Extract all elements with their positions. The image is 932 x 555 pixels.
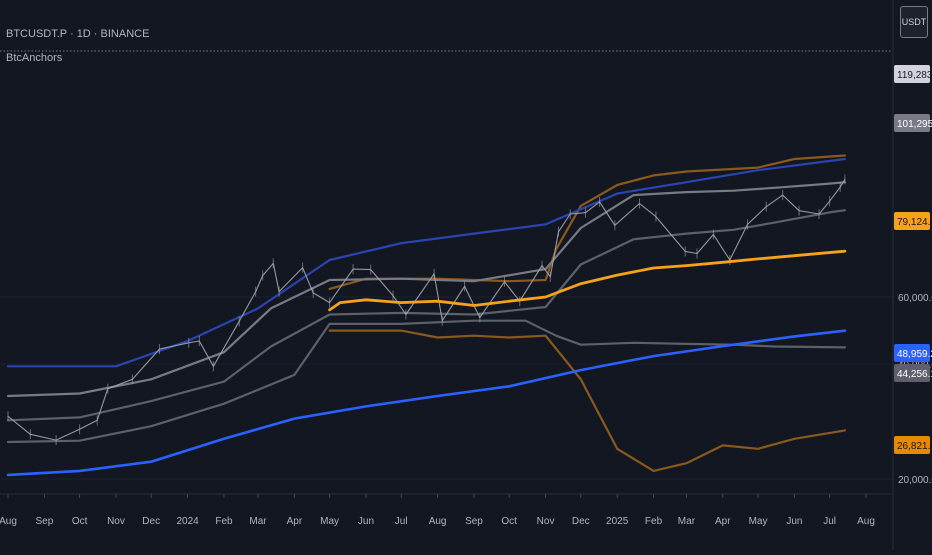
series-orange-main (328, 249, 847, 312)
x-tick-label: Jun (786, 516, 802, 527)
x-tick-label: Nov (537, 516, 555, 527)
x-tick-label: Jul (823, 516, 836, 527)
x-tick-label: Aug (429, 516, 447, 527)
x-tick-label: 2024 (176, 516, 199, 527)
price-tag-label: 26,821.9 (897, 441, 932, 452)
x-tick-label: Apr (715, 516, 731, 527)
price-tag-label: 79,124.5 (897, 217, 932, 228)
price-tag-box (894, 114, 930, 132)
x-tick-label: Dec (142, 516, 160, 527)
price-tag-label: 44,256.1 (897, 369, 932, 380)
x-tick-label: Sep (35, 516, 53, 527)
x-tick-label: Dec (572, 516, 590, 527)
series-gray-top (6, 181, 846, 398)
price-tag-box (894, 344, 930, 362)
price-tag-box (894, 436, 930, 454)
price-tag-box (894, 364, 930, 382)
x-tick-label: May (749, 516, 768, 527)
y-tick-label: 20,000.0 (898, 475, 932, 486)
price-tag-box (894, 212, 930, 230)
price-tag-label: 119,283.0 (897, 70, 932, 81)
symbol-title[interactable]: BTCUSDT.P · 1D · BINANCE (6, 28, 150, 40)
x-tick-label: Aug (857, 516, 875, 527)
price-tag-label: 48,959.2 (897, 349, 932, 360)
price-tag-box (894, 65, 930, 83)
x-tick-label: Apr (287, 516, 303, 527)
x-axis[interactable]: Aug Sep Oct Nov Dec 2024 Feb Mar Apr May Jun Jul Aug… (0, 494, 875, 527)
series-orange-lower (328, 329, 846, 472)
x-tick-label: Mar (678, 516, 696, 527)
indicator-name[interactable]: BtcAnchors (6, 52, 63, 64)
series-layer (6, 154, 847, 477)
price-tag-label: 101,295.2 (897, 119, 932, 130)
gridlines (0, 296, 893, 480)
x-tick-label: Oct (72, 516, 88, 527)
x-tick-label: Aug (0, 516, 17, 527)
x-tick-label: Jun (358, 516, 374, 527)
x-tick-label: Oct (501, 516, 517, 527)
x-tick-label: Jul (395, 516, 408, 527)
x-tick-label: Feb (645, 516, 663, 527)
x-tick-label: May (320, 516, 339, 527)
x-tick-label: Sep (465, 516, 483, 527)
series-gray-bottom (6, 319, 846, 444)
x-tick-label: 2025 (606, 516, 629, 527)
x-tick-label: Mar (249, 516, 267, 527)
currency-button[interactable]: USDT (900, 6, 928, 38)
y-tick-label: 60,000.0 (898, 293, 932, 304)
series-blue-main (6, 329, 847, 477)
x-tick-label: Nov (107, 516, 125, 527)
x-tick-label: Feb (215, 516, 233, 527)
series-gray-mid (6, 209, 846, 422)
price-tags: 119,283.0 101,295.2 79,124.5 48,959.2 44,256… (894, 65, 932, 454)
